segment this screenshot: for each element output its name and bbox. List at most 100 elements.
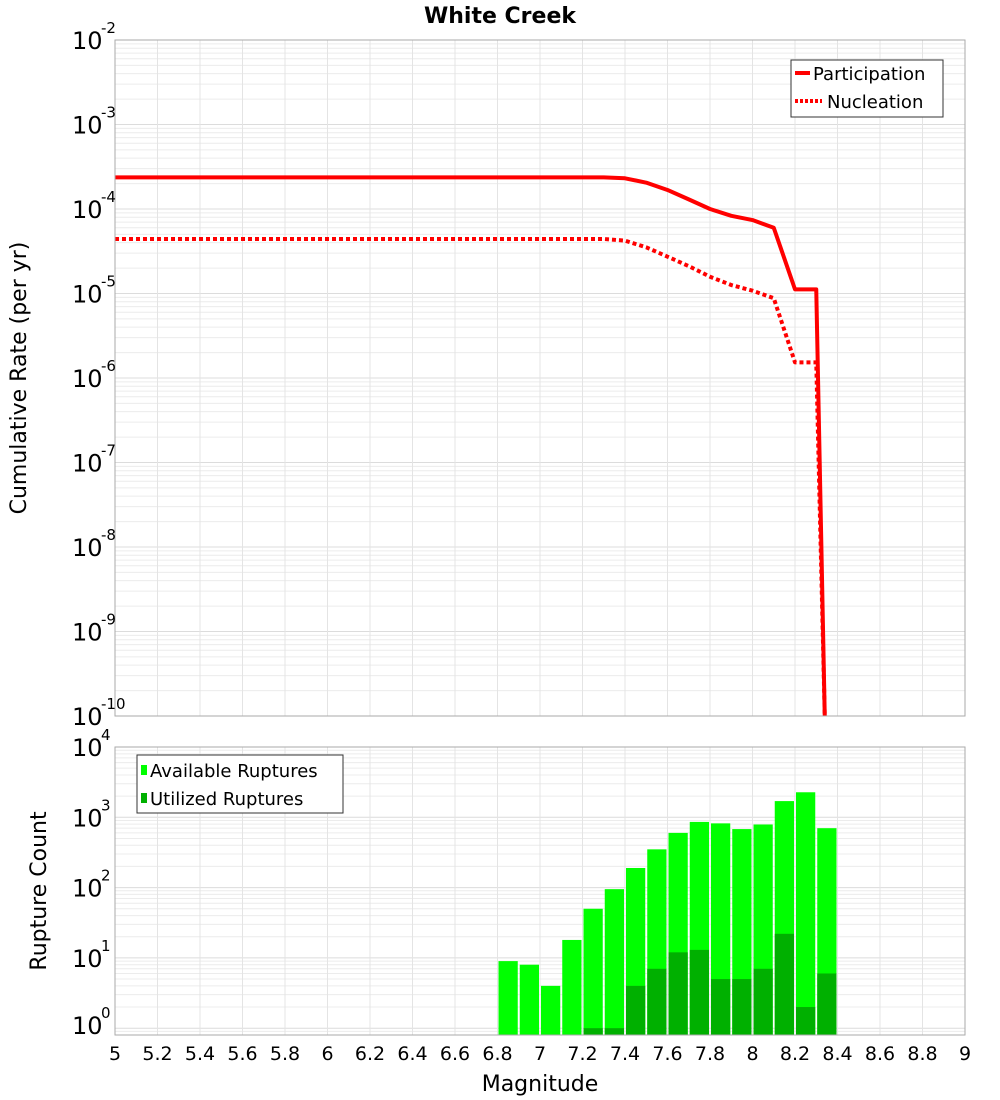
- y-tick-label: 10-8: [72, 526, 116, 562]
- legend-label-nucleation: Nucleation: [827, 92, 923, 113]
- y-tick-exponent: -10: [101, 695, 126, 713]
- x-tick-label: 5.8: [270, 1043, 300, 1065]
- y-tick-base: 10: [72, 734, 103, 762]
- bar-available: [583, 908, 603, 1035]
- y-tick-exponent: -9: [101, 611, 116, 629]
- x-tick-label: 8.4: [822, 1043, 852, 1065]
- legend-swatch-utilized: [141, 793, 147, 803]
- x-tick-label: 5.2: [142, 1043, 172, 1065]
- bottom-plot-frame: [114, 746, 966, 1036]
- y-tick-exponent: 4: [101, 726, 111, 744]
- tick-labels: 5 5.2 5.4 5.6 5.8 6 6.2 6.4 6.6 6.8 7 7.2 7.4 7.6 7.8 8…: [72, 19, 971, 1065]
- bottom-legend: Available Ruptures Utilized Ruptures: [136, 754, 344, 814]
- x-tick-label: 8: [746, 1043, 758, 1065]
- bar-utilized: [668, 952, 688, 1035]
- bar-utilized: [583, 1028, 603, 1035]
- y-tick-exponent: 2: [101, 867, 111, 885]
- x-tick-label: 5.4: [185, 1043, 215, 1065]
- bar-utilized: [626, 985, 646, 1035]
- y-tick-base: 10: [72, 703, 103, 731]
- x-tick-label: 7.2: [567, 1043, 597, 1065]
- y-tick-exponent: 3: [101, 796, 111, 814]
- x-tick-label: 7.4: [610, 1043, 640, 1065]
- y-tick-base: 10: [72, 365, 103, 393]
- y-tick-exponent: -2: [101, 19, 116, 37]
- y-tick-label: 103: [72, 796, 111, 832]
- bar-utilized: [711, 979, 731, 1035]
- y-tick-exponent: -3: [101, 104, 116, 122]
- x-tick-label: 8.2: [780, 1043, 810, 1065]
- bar-utilized: [774, 933, 794, 1035]
- bar-available: [498, 961, 518, 1035]
- bar-utilized: [732, 979, 752, 1035]
- y-tick-label: 10-3: [72, 104, 116, 140]
- x-tick-label: 7.6: [652, 1043, 682, 1065]
- x-axis-label: Magnitude: [482, 1072, 599, 1097]
- bars: [498, 792, 837, 1035]
- x-tick-label: 7: [534, 1043, 546, 1065]
- bar-utilized: [817, 973, 837, 1035]
- y-tick-label: 10-2: [72, 19, 116, 55]
- y-tick-base: 10: [72, 875, 103, 903]
- y-tick-label: 102: [72, 867, 111, 903]
- chart-title: White Creek: [424, 4, 577, 29]
- y-tick-base: 10: [72, 450, 103, 478]
- legend-swatch-available: [141, 765, 147, 775]
- legend-label-available: Available Ruptures: [150, 761, 318, 782]
- y-tick-label: 10-10: [72, 695, 126, 731]
- y-tick-label: 104: [72, 726, 111, 762]
- y-tick-exponent: -5: [101, 273, 116, 291]
- legend-label-utilized: Utilized Ruptures: [150, 789, 303, 810]
- y-tick-exponent: -6: [101, 357, 116, 375]
- y-tick-exponent: 0: [101, 1004, 111, 1022]
- y-tick-label: 100: [72, 1004, 111, 1040]
- x-tick-label: 5.6: [227, 1043, 257, 1065]
- y-tick-label: 101: [72, 937, 111, 973]
- x-tick-label: 6: [321, 1043, 333, 1065]
- y-tick-base: 10: [72, 112, 103, 140]
- series-line-participation: [115, 175, 827, 717]
- y-tick-exponent: -7: [101, 442, 116, 460]
- x-tick-label: 9: [959, 1043, 971, 1065]
- bar-available: [541, 985, 561, 1035]
- bar-utilized: [753, 968, 773, 1035]
- y-tick-exponent: -8: [101, 526, 116, 544]
- legend-label-participation: Participation: [813, 64, 925, 85]
- x-tick-label: 6.6: [440, 1043, 470, 1065]
- y-tick-base: 10: [72, 281, 103, 309]
- bar-utilized: [689, 949, 709, 1035]
- frames: [114, 39, 966, 1036]
- y-tick-base: 10: [72, 196, 103, 224]
- bar-available: [604, 889, 624, 1035]
- x-tick-label: 8.6: [865, 1043, 895, 1065]
- x-tick-label: 7.8: [695, 1043, 725, 1065]
- y-tick-base: 10: [72, 804, 103, 832]
- y-tick-label: 10-7: [72, 442, 116, 478]
- y-tick-label: 10-9: [72, 611, 116, 647]
- x-tick-label: 5: [109, 1043, 121, 1065]
- x-tick-label: 6.8: [482, 1043, 512, 1065]
- y-tick-label: 10-5: [72, 273, 116, 309]
- y-tick-base: 10: [72, 27, 103, 55]
- y-tick-base: 10: [72, 619, 103, 647]
- bar-utilized: [604, 1028, 624, 1035]
- top-y-axis-label: Cumulative Rate (per yr): [7, 242, 32, 515]
- top-plot-frame: [114, 39, 966, 717]
- y-tick-base: 10: [72, 1012, 103, 1040]
- series-line-nucleation: [115, 236, 827, 717]
- bar-utilized: [647, 968, 667, 1035]
- x-tick-label: 6.2: [355, 1043, 385, 1065]
- y-tick-label: 10-6: [72, 357, 116, 393]
- bottom-y-axis-label: Rupture Count: [27, 811, 52, 971]
- bar-available: [519, 964, 539, 1035]
- y-tick-base: 10: [72, 945, 103, 973]
- x-tick-label: 6.4: [397, 1043, 427, 1065]
- lines: [115, 175, 827, 717]
- y-tick-base: 10: [72, 534, 103, 562]
- bar-available: [562, 939, 582, 1035]
- bar-available: [796, 792, 816, 1035]
- top-plot-grid: [114, 39, 966, 717]
- y-tick-label: 10-4: [72, 188, 116, 224]
- y-tick-exponent: -4: [101, 188, 116, 206]
